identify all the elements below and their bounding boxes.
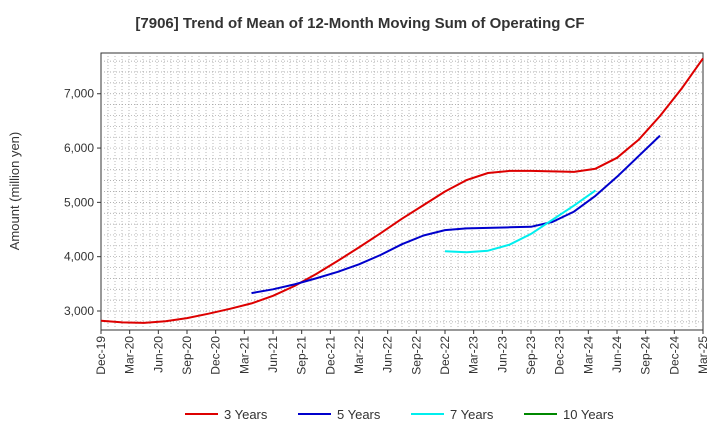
y-tick-label: 5,000: [64, 195, 94, 209]
legend: 3 Years 5 Years 7 Years 10 Years: [185, 407, 614, 422]
x-tick-label: Mar-21: [237, 336, 251, 374]
x-axis-ticks: Dec-19 Mar-20 Jun-20 Sep-20 Dec-20 Mar-21 Jun-…: [94, 330, 710, 375]
x-tick-label: Sep-21: [295, 336, 309, 375]
x-tick-label: Sep-24: [639, 336, 653, 375]
x-tick-label: Dec-20: [209, 336, 223, 375]
x-tick-label: Dec-24: [667, 336, 681, 375]
x-tick-label: Mar-22: [352, 336, 366, 374]
x-tick-label: Jun-20: [151, 336, 165, 373]
chart-title: [7906] Trend of Mean of 12-Month Moving …: [135, 15, 584, 32]
x-tick-label: Sep-20: [180, 336, 194, 375]
series-line-3-years: [100, 57, 704, 324]
y-axis-label: Amount (million yen): [7, 132, 22, 251]
y-tick-label: 7,000: [64, 87, 94, 101]
x-tick-label: Jun-22: [381, 336, 395, 373]
x-tick-label: Mar-20: [123, 336, 137, 374]
x-tick-label: Jun-21: [266, 336, 280, 373]
x-tick-label: Dec-23: [553, 336, 567, 375]
x-tick-label: Mar-24: [581, 336, 595, 374]
y-tick-label: 3,000: [64, 304, 94, 318]
x-tick-label: Sep-22: [409, 336, 423, 375]
series-line-7-years: [444, 189, 597, 254]
legend-label: 5 Years: [337, 407, 381, 422]
y-axis-ticks: 3,000 4,000 5,000 6,000 7,000: [64, 87, 101, 318]
x-tick-label: Jun-23: [495, 336, 509, 373]
y-tick-label: 4,000: [64, 250, 94, 264]
x-tick-label: Sep-23: [524, 336, 538, 375]
x-tick-label: Mar-25: [696, 336, 710, 374]
x-tick-label: Mar-23: [467, 336, 481, 374]
grid: [101, 53, 703, 330]
legend-label: 10 Years: [563, 407, 614, 422]
y-tick-label: 6,000: [64, 141, 94, 155]
x-tick-label: Dec-21: [323, 336, 337, 375]
x-tick-label: Dec-19: [94, 336, 108, 375]
series-lines: [100, 57, 704, 324]
legend-label: 7 Years: [450, 407, 494, 422]
series-line-5-years: [251, 134, 661, 295]
x-tick-label: Jun-24: [610, 336, 624, 373]
x-tick-label: Dec-22: [438, 336, 452, 375]
legend-label: 3 Years: [224, 407, 268, 422]
